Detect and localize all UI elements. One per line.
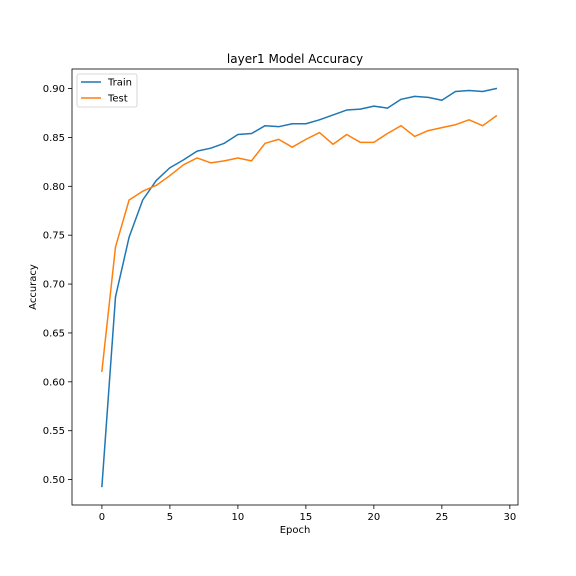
test-data-point	[332, 143, 334, 145]
train-data-point	[441, 99, 443, 101]
test-data-point	[155, 184, 157, 186]
train-data-point	[128, 236, 130, 238]
train-data-point	[196, 150, 198, 152]
train-data-point	[182, 159, 185, 161]
test-data-point	[101, 370, 103, 372]
test-data-point	[128, 199, 130, 201]
train-series-line	[101, 87, 498, 488]
test-data-point	[237, 157, 239, 159]
train-data-point	[482, 90, 484, 93]
test-data-point	[305, 138, 307, 140]
test-data-point	[414, 135, 416, 138]
test-data-point	[169, 174, 171, 177]
train-data-point	[250, 132, 253, 135]
y-axis: 0.50 0.55 0.60 0.65 0.70 0.75 0.80 0.85 0.90	[43, 84, 72, 486]
test-data-point	[468, 119, 470, 121]
x-tick-label: 25	[435, 512, 448, 523]
test-data-point	[400, 125, 402, 127]
train-data-point	[101, 485, 103, 488]
train-data-point	[346, 109, 348, 111]
test-data-point	[142, 190, 144, 192]
test-data-point	[318, 131, 321, 134]
train-data-point	[468, 89, 470, 92]
legend: Train Test	[76, 73, 138, 108]
y-tick-label: 0.50	[43, 475, 65, 486]
train-data-point	[223, 142, 225, 144]
y-tick-label: 0.85	[43, 133, 65, 144]
y-tick-label: 0.90	[43, 84, 65, 95]
legend-train-label: Train	[107, 78, 132, 89]
train-data-point	[264, 125, 266, 127]
test-data-point	[482, 125, 484, 127]
y-axis-label: Accuracy	[28, 264, 39, 310]
y-tick-label: 0.60	[43, 377, 65, 388]
train-data-point	[291, 123, 293, 125]
train-data-point	[373, 105, 375, 107]
plot-area	[71, 68, 519, 506]
test-data-point	[264, 142, 266, 144]
test-data-point	[114, 246, 117, 248]
train-data-point	[278, 126, 280, 128]
test-data-point	[454, 124, 457, 126]
train-data-point	[237, 133, 239, 136]
y-tick-label: 0.80	[43, 182, 65, 193]
train-data-point	[318, 119, 321, 121]
test-data-point	[373, 141, 375, 143]
series-layer	[101, 87, 498, 488]
y-tick-label: 0.70	[43, 280, 65, 291]
train-data-point	[142, 199, 144, 201]
x-tick-label: 15	[300, 512, 313, 523]
y-tick-label: 0.65	[43, 328, 65, 339]
chart-title: layer1 Model Accuracy	[227, 52, 363, 66]
train-data-point	[169, 167, 171, 169]
test-data-point	[346, 133, 348, 136]
x-tick-label: 5	[167, 512, 173, 523]
train-data-point	[427, 96, 429, 98]
train-data-point	[305, 123, 307, 125]
x-tick-label: 0	[99, 512, 105, 523]
test-data-point	[182, 164, 185, 166]
train-data-point	[386, 107, 389, 109]
legend-test-label: Test	[107, 94, 128, 105]
test-data-point	[196, 157, 198, 159]
x-tick-label: 30	[503, 512, 516, 523]
x-axis-label: Epoch	[280, 525, 311, 536]
test-data-point	[495, 115, 497, 117]
test-data-point	[359, 141, 361, 143]
train-data-point	[155, 179, 157, 182]
train-data-point	[210, 147, 212, 149]
test-data-point	[250, 160, 253, 162]
x-tick-label: 10	[232, 512, 245, 523]
test-data-point	[278, 138, 280, 140]
x-axis: 0 5 10 15 20 25 30	[99, 505, 516, 523]
test-data-point	[291, 146, 293, 148]
test-data-point	[210, 162, 212, 164]
test-series-line	[101, 114, 498, 372]
test-data-point	[441, 127, 443, 129]
train-data-point	[454, 90, 457, 93]
train-data-point	[414, 95, 416, 97]
train-data-point	[495, 87, 497, 90]
y-tick-label: 0.75	[43, 231, 65, 242]
test-data-point	[427, 129, 429, 132]
train-data-point	[400, 98, 402, 100]
x-tick-label: 20	[367, 512, 380, 523]
train-data-point	[332, 114, 334, 116]
test-data-point	[386, 132, 389, 135]
plot-frame	[71, 68, 519, 506]
train-data-point	[114, 296, 117, 298]
test-data-point	[223, 160, 225, 162]
y-tick-label: 0.55	[43, 426, 65, 437]
train-data-point	[359, 108, 361, 110]
